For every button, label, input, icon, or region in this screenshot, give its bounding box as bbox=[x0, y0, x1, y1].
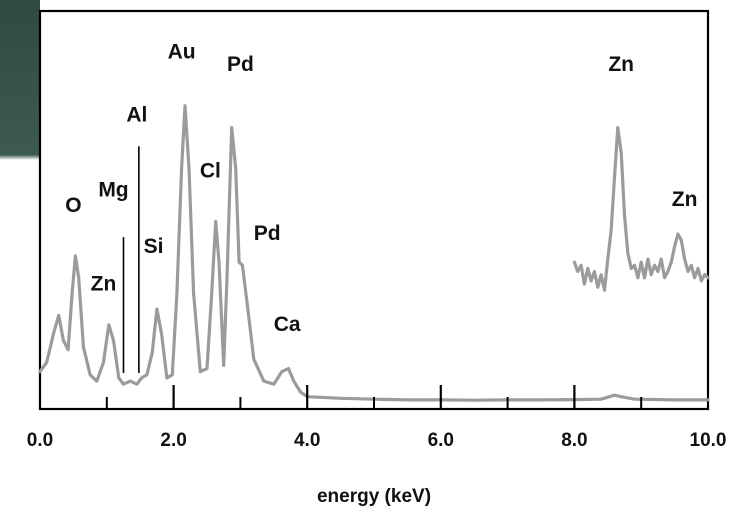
peak-label-mg: Mg bbox=[98, 178, 128, 201]
series-layer bbox=[38, 104, 710, 402]
peak-label-ca: Ca bbox=[274, 313, 301, 336]
x-tick-label: 10.0 bbox=[690, 430, 727, 451]
peak-label-zn: Zn bbox=[91, 272, 117, 295]
peak-label-au: Au bbox=[168, 41, 196, 64]
x-tick-label: 6.0 bbox=[428, 430, 454, 451]
peak-label-zn: Zn bbox=[608, 53, 634, 76]
x-tick-label: 0.0 bbox=[27, 430, 53, 451]
peak-label-pd: Pd bbox=[227, 53, 254, 76]
series-line-1 bbox=[38, 104, 710, 402]
peak-label-o: O bbox=[65, 194, 81, 217]
plot-frame bbox=[38, 9, 710, 411]
peak-label-si: Si bbox=[144, 235, 164, 258]
peak-label-zn: Zn bbox=[672, 188, 698, 211]
marker-layer bbox=[122, 146, 140, 373]
x-tick-label: 4.0 bbox=[294, 430, 320, 451]
x-tick-label: 2.0 bbox=[160, 430, 186, 451]
annotation-layer: O Mg Al Si Zn Au Pd Cl Pd Ca Zn Zn bbox=[65, 41, 697, 336]
background-strip bbox=[0, 0, 40, 516]
x-axis-label: energy (keV) bbox=[317, 486, 431, 507]
x-tick-label: 8.0 bbox=[561, 430, 587, 451]
peak-label-cl: Cl bbox=[200, 160, 221, 183]
tick-layer: 0.0 2.0 4.0 6.0 8.0 10.0 bbox=[27, 385, 727, 451]
series-line-2 bbox=[572, 126, 710, 292]
peak-label-al: Al bbox=[126, 103, 147, 126]
peak-label-pd: Pd bbox=[254, 222, 281, 245]
